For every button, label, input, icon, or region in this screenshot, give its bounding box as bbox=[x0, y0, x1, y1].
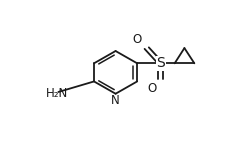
Text: S: S bbox=[156, 56, 165, 70]
Text: H₂N: H₂N bbox=[46, 87, 68, 100]
Text: N: N bbox=[111, 94, 120, 107]
Text: O: O bbox=[133, 33, 142, 46]
Text: O: O bbox=[148, 82, 157, 95]
